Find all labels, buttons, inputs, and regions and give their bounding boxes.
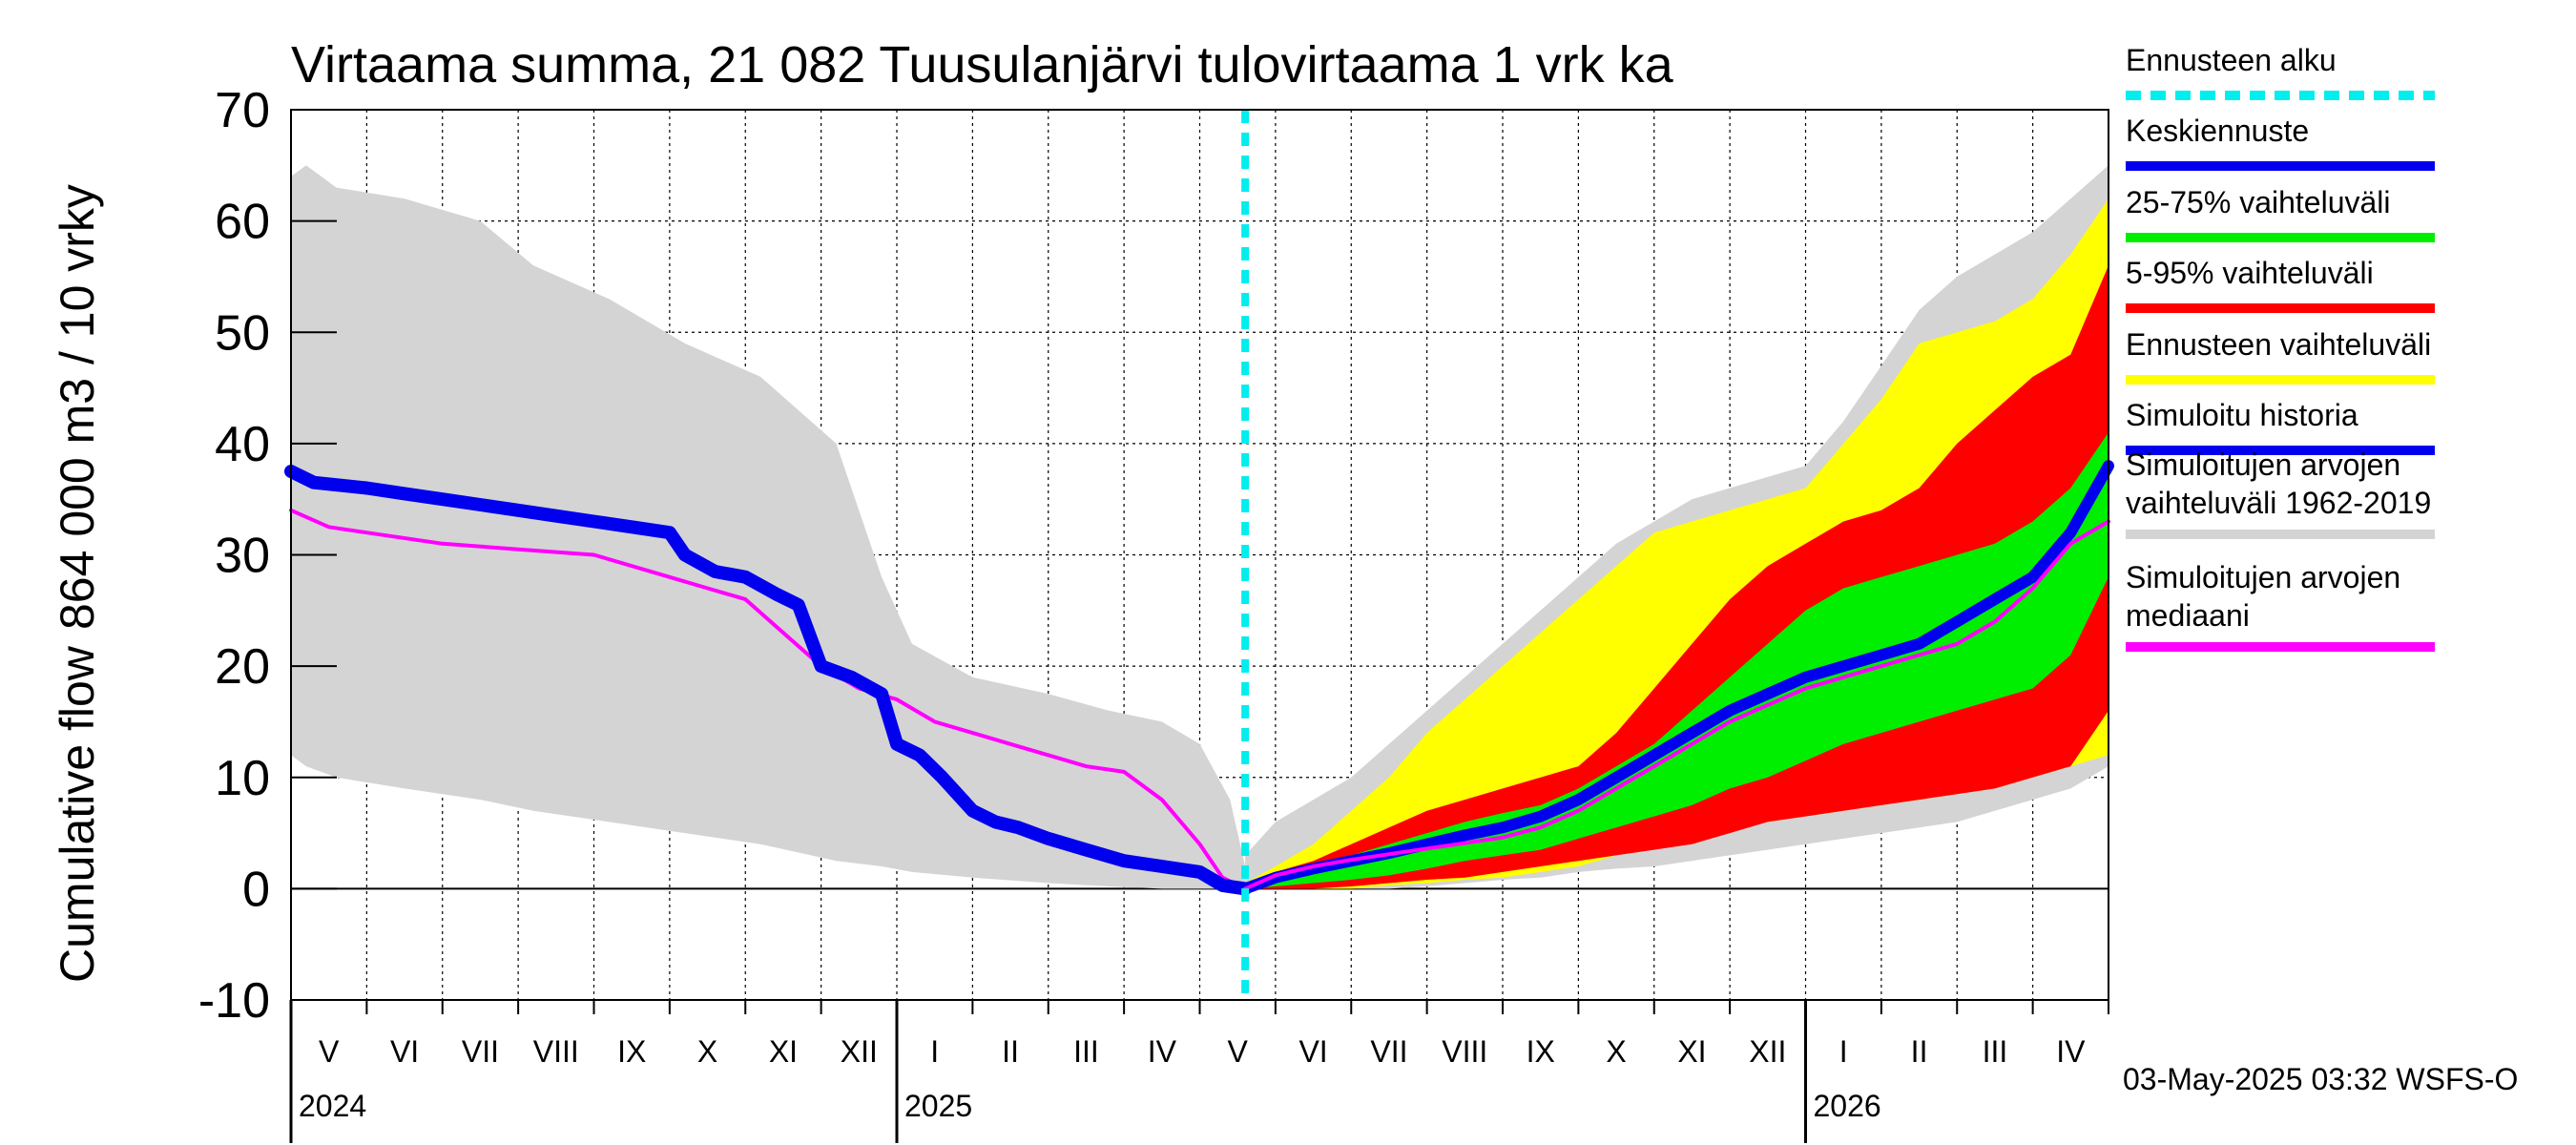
legend-item: Simuloitujen arvojen vaihteluväli 1962-20… bbox=[2126, 448, 2435, 539]
p5-95-band bbox=[1245, 265, 2109, 889]
forecast-median-line bbox=[1243, 519, 2110, 891]
y-tick-label: 40 bbox=[215, 417, 270, 472]
x-axis: V VI VII VIII IX X XI XII I II III IV V VI VII VIII IX X X… bbox=[289, 1000, 2109, 1143]
x-month-label: III bbox=[1073, 1034, 1099, 1069]
series bbox=[284, 110, 2114, 1000]
legend-item: Keskiennuste bbox=[2126, 114, 2435, 171]
y-axis: -10 0 10 20 30 40 50 60 70 bbox=[198, 83, 337, 1029]
y-tick-label: 70 bbox=[215, 83, 270, 138]
y-tick-label: -10 bbox=[198, 973, 270, 1029]
y-tick-label: 50 bbox=[215, 305, 270, 361]
historical-range-band bbox=[291, 165, 1246, 889]
x-month-label: I bbox=[1839, 1034, 1848, 1069]
p25-75-band bbox=[1245, 432, 2109, 889]
x-month-label: IX bbox=[1527, 1034, 1555, 1069]
legend-label: Ennusteen alku bbox=[2126, 43, 2337, 77]
x-month-label: VIII bbox=[1442, 1034, 1487, 1069]
legend-label: Simuloitujen arvojen bbox=[2126, 560, 2400, 594]
x-month-label: V bbox=[319, 1034, 340, 1069]
x-month-label: X bbox=[697, 1034, 717, 1069]
x-year-label: 2025 bbox=[904, 1089, 972, 1123]
legend-label: 25-75% vaihteluväli bbox=[2126, 185, 2391, 219]
x-month-label: IX bbox=[617, 1034, 646, 1069]
legend-label: vaihteluväli 1962-2019 bbox=[2126, 486, 2431, 520]
x-year-label: 2026 bbox=[1814, 1089, 1881, 1123]
legend-item: Simuloitujen arvojen mediaani bbox=[2126, 560, 2435, 652]
x-month-label: V bbox=[1228, 1034, 1249, 1069]
x-month-label: VIII bbox=[533, 1034, 579, 1069]
x-month-label: XII bbox=[1749, 1034, 1786, 1069]
x-month-label: VII bbox=[1370, 1034, 1407, 1069]
y-tick-label: 0 bbox=[242, 862, 270, 917]
legend-label: 5-95% vaihteluväli bbox=[2126, 256, 2374, 290]
x-month-label: VI bbox=[1298, 1034, 1327, 1069]
legend-label: Simuloitujen arvojen bbox=[2126, 448, 2400, 482]
legend-label: Ennusteen vaihteluväli bbox=[2126, 327, 2431, 362]
x-month-label: VII bbox=[462, 1034, 499, 1069]
x-year-label: 2024 bbox=[299, 1089, 366, 1123]
chart-title: Virtaama summa, 21 082 Tuusulanjärvi tul… bbox=[291, 36, 1674, 94]
legend-label: Keskiennuste bbox=[2126, 114, 2309, 148]
y-axis-label-line2: 864 000 m3 / 10 vrky bbox=[51, 184, 104, 630]
x-month-label: IV bbox=[2056, 1034, 2086, 1069]
y-tick-label: 30 bbox=[215, 529, 270, 584]
x-month-label: II bbox=[1002, 1034, 1019, 1069]
x-month-label: XII bbox=[841, 1034, 878, 1069]
x-month-label: X bbox=[1606, 1034, 1626, 1069]
legend: Ennusteen alku Keskiennuste 25-75% vaihtel… bbox=[2126, 43, 2435, 652]
footer-timestamp: 03-May-2025 03:32 WSFS-O bbox=[2123, 1062, 2518, 1096]
x-month-label: XI bbox=[769, 1034, 798, 1069]
simulated-history-line bbox=[284, 465, 1253, 896]
legend-item: Simuloitu historia bbox=[2126, 398, 2435, 455]
legend-label: Simuloitu historia bbox=[2126, 398, 2358, 432]
legend-item: 25-75% vaihteluväli bbox=[2126, 185, 2435, 242]
y-axis-label-line1: Cumulative flow bbox=[51, 645, 104, 983]
legend-item: Ennusteen vaihteluväli bbox=[2126, 327, 2435, 385]
y-tick-label: 10 bbox=[215, 751, 270, 806]
legend-item: Ennusteen alku bbox=[2126, 43, 2435, 100]
x-month-label: XI bbox=[1677, 1034, 1706, 1069]
y-tick-label: 60 bbox=[215, 195, 270, 250]
x-month-label: IV bbox=[1148, 1034, 1177, 1069]
y-tick-label: 20 bbox=[215, 639, 270, 695]
x-month-label: VI bbox=[390, 1034, 419, 1069]
legend-item: 5-95% vaihteluväli bbox=[2126, 256, 2435, 313]
x-month-label: II bbox=[1911, 1034, 1928, 1069]
x-month-label: III bbox=[1983, 1034, 2008, 1069]
x-month-label: I bbox=[930, 1034, 939, 1069]
legend-label: mediaani bbox=[2126, 598, 2250, 633]
